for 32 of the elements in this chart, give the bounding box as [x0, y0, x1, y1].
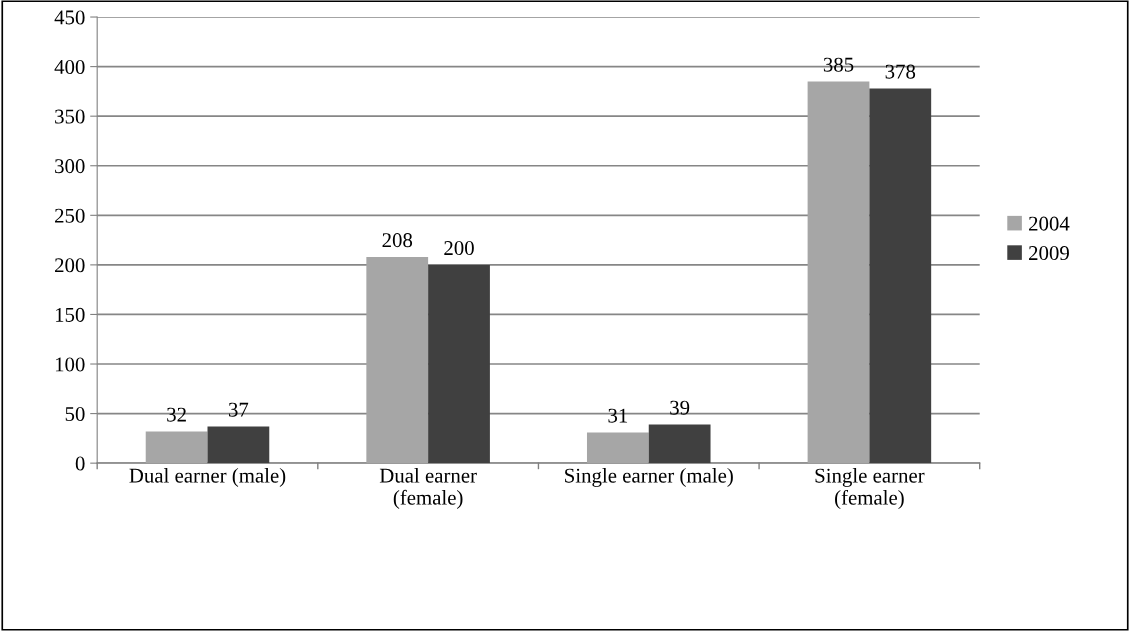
- data-label: 37: [228, 402, 249, 417]
- x-tick-label: Single earner (male): [565, 468, 733, 487]
- y-tick-label: 150: [55, 307, 85, 322]
- y-tick-label: 50: [65, 406, 85, 422]
- y-tick-label: 200: [55, 258, 85, 273]
- x-tick-label: Dual earner (male): [129, 468, 286, 487]
- data-label: 378: [885, 64, 916, 79]
- bar: [366, 256, 429, 464]
- data-label: 39: [670, 400, 690, 415]
- bar: [145, 431, 208, 464]
- data-label: 32: [167, 407, 186, 422]
- bar: [428, 264, 490, 464]
- y-tick-label: 400: [54, 59, 85, 75]
- y-tick-label: 250: [55, 208, 85, 223]
- x-tick-label: Single earner (female): [815, 468, 925, 510]
- data-label: 208: [382, 233, 413, 248]
- data-label: 200: [444, 241, 474, 256]
- data-label: 31: [608, 408, 628, 423]
- y-tick-label: 100: [55, 357, 85, 372]
- x-tick-label: Dual earner (female): [379, 468, 477, 509]
- y-tick-label: 450: [54, 10, 85, 25]
- bar: [869, 88, 932, 464]
- bar: [207, 426, 270, 464]
- bar: [648, 424, 711, 464]
- legend-label: 2009: [1029, 246, 1069, 261]
- y-tick-label: 0: [75, 456, 85, 471]
- y-tick-label: 350: [55, 109, 85, 124]
- y-tick-label: 300: [55, 159, 85, 174]
- bar: [807, 81, 870, 464]
- bar: [586, 432, 649, 464]
- legend-label: 2004: [1029, 216, 1070, 231]
- data-label: 385: [823, 57, 854, 72]
